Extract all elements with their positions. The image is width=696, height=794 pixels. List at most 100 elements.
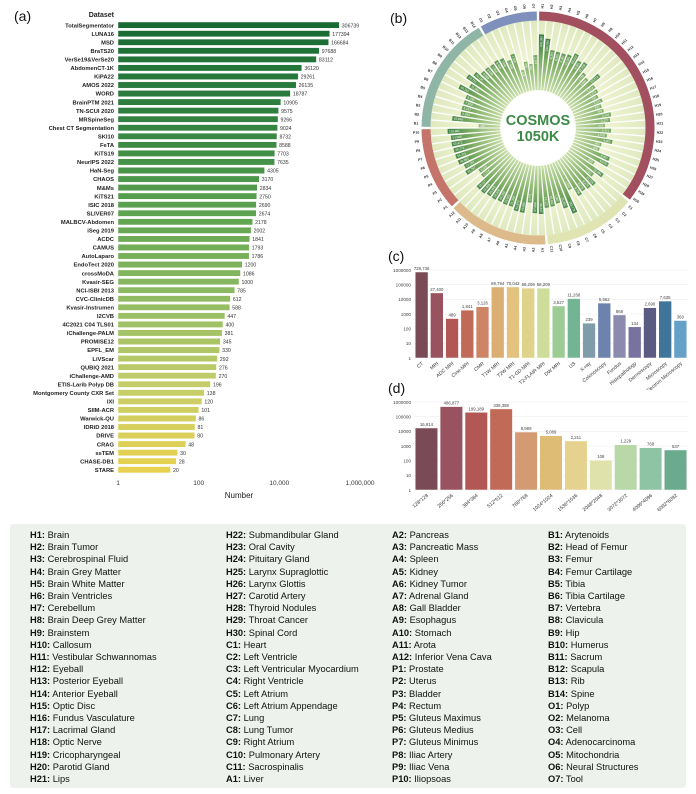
bar-value: 2,211: [571, 435, 582, 440]
radial-bar-value: 690: [524, 63, 529, 69]
radial-bar: [559, 62, 588, 99]
sector-divider: [552, 159, 586, 225]
sector-divider: [554, 34, 593, 99]
sector-divider: [431, 119, 504, 127]
radial-bar: [571, 144, 609, 167]
radial-bar-value: 10,361: [564, 55, 571, 65]
legend-key: B9:: [548, 627, 563, 638]
legend-item: C4: Right Ventricle: [226, 676, 304, 687]
sector-divider: [464, 153, 515, 207]
radial-bar: [544, 165, 555, 207]
legend-item: B7: Vertebra: [548, 603, 601, 614]
legend-item: H30: Spinal Cord: [226, 627, 298, 638]
sector-divider: [459, 54, 513, 105]
bar: [117, 226, 252, 234]
bar: [521, 287, 535, 359]
bar-value: 1000: [242, 280, 254, 286]
sector-divider: [571, 103, 643, 121]
legend-item: B2: Head of Femur: [548, 542, 628, 553]
y-tick: 10000: [398, 429, 411, 434]
bar-label: STARE: [95, 468, 114, 474]
radial-bar: [573, 139, 600, 152]
radial-bar-value: 4,301: [603, 138, 611, 143]
bar-label: KiPA22: [94, 75, 114, 81]
bar-label: NeurIPS 2022: [77, 160, 114, 166]
legend-item: A9: Esophagus: [392, 615, 457, 626]
radial-bar: [566, 151, 594, 177]
legend-item: O2: Melanoma: [548, 713, 610, 724]
radial-bar: [481, 151, 510, 178]
radial-bar-value: 1,086: [579, 78, 587, 86]
sector-divider: [572, 119, 645, 127]
radial-bar: [519, 165, 532, 213]
legend-column-1: H1: Brain H2: Brain Tumor H3: Cerebrospina…: [30, 529, 226, 788]
radial-axis-label: H14: [638, 60, 646, 67]
sector-divider: [559, 154, 606, 213]
radial-bar-value: 1,211: [593, 99, 602, 106]
bar: [117, 132, 278, 140]
legend-key: A2:: [392, 530, 407, 540]
legend-key: H4:: [30, 566, 45, 577]
bar-value: 239: [585, 317, 593, 322]
radial-axis-label: A9: [470, 228, 476, 234]
legend-key: H22:: [226, 530, 247, 540]
legend-item: B8: Clavicula: [548, 615, 604, 626]
sector-divider: [505, 161, 529, 231]
bar-label: iSeg 2019: [87, 229, 115, 235]
radial-axis-label: H2: [550, 4, 554, 9]
legend-key: H14:: [30, 688, 51, 699]
bar-label: TN-SCUI 2020: [76, 109, 114, 115]
cosmos-radial-chart: 241,362 H1 100,794 H2 9,361 H3 8,361 H4 8,361 H5 1…: [380, 2, 696, 254]
legend-item: B3: Femur: [548, 554, 593, 565]
legend-key: B2:: [548, 542, 563, 553]
radial-bar: [564, 154, 596, 186]
bar: [117, 380, 211, 388]
bar-value: 58,209: [522, 282, 536, 287]
legend-column-4: B1: Arytenoids B2: Head of Femur B3: Femur…: [548, 529, 686, 788]
legend-key: H25:: [226, 566, 247, 577]
radial-bar-value: 1,274: [589, 90, 598, 98]
radial-axis-label: H28: [642, 182, 650, 189]
bar: [117, 457, 177, 465]
legend-item: H11: Vestibular Schwannomas: [30, 652, 157, 663]
legend-key: O5:: [548, 749, 564, 760]
radial-bar: [529, 63, 535, 91]
sector-divider: [521, 162, 534, 234]
radial-bar-value: 6,274: [577, 182, 585, 191]
sector-divider: [572, 132, 644, 145]
legend-key: H13:: [30, 676, 51, 687]
radial-axis-label: P2: [437, 198, 443, 204]
bar-value: 486,877: [444, 401, 460, 406]
bar: [117, 449, 178, 457]
radial-bar: [473, 71, 510, 105]
radial-axis-label: A4: [513, 245, 518, 250]
legend-item: A7: Adrenal Gland: [392, 591, 469, 602]
bar-value: 3,126: [477, 301, 488, 306]
sector-divider: [570, 140, 638, 168]
radial-bar: [478, 124, 501, 128]
radial-bar-value: 119,381: [449, 129, 460, 133]
radial-axis-label: B1: [414, 122, 419, 126]
radial-axis-label: A11: [455, 217, 462, 224]
bar-label: EndoTect 2020: [74, 263, 115, 269]
radial-bar: [575, 123, 605, 128]
legend-column-3: A2: Pancreas A3: Pancreatic Mass A4: Splee…: [392, 529, 548, 788]
radial-bar-value: 8,030: [467, 95, 476, 102]
sector-divider: [542, 162, 555, 234]
radial-bar: [533, 55, 538, 91]
bar-value: 11,268: [567, 293, 580, 298]
radial-axis-label: B8: [432, 60, 438, 66]
radial-axis-label: H6: [584, 13, 590, 19]
radial-bar: [552, 54, 572, 94]
bar: [567, 298, 581, 359]
bar-label: ACDC: [97, 237, 115, 243]
radial-bar: [573, 104, 602, 117]
center-subtitle: 1050K: [517, 129, 560, 145]
dataset-bar-chart: Dataset TotalSegmentator 306739 LUNA16 17739…: [6, 4, 380, 518]
bar-value: 7703: [277, 152, 289, 158]
radial-bar-value: 9,361: [549, 51, 554, 59]
bar: [117, 209, 257, 217]
center-title: COSMOS: [506, 113, 571, 129]
group-arc-C: [547, 195, 629, 245]
bar-value: 10905: [283, 100, 298, 106]
